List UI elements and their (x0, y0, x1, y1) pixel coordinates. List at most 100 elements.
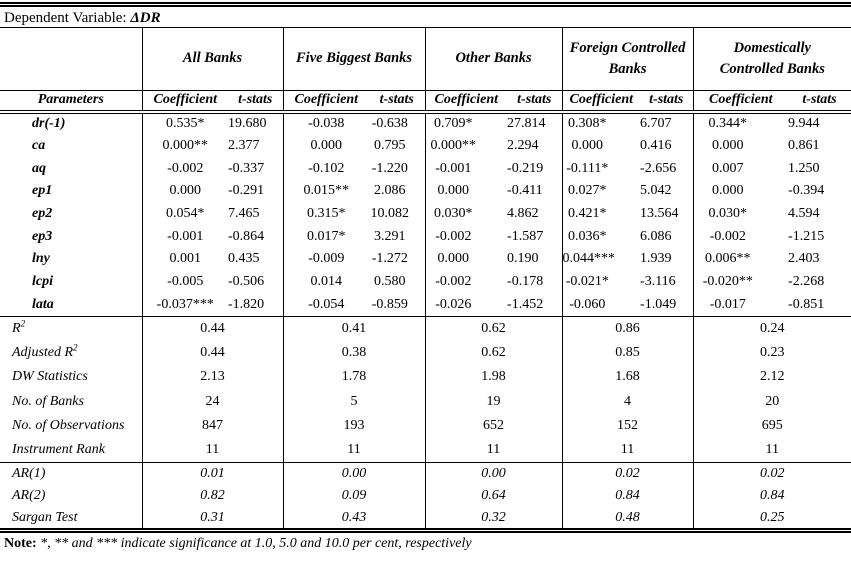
tstat-cell: -0.291 (228, 180, 284, 203)
coefficient-cell: 0.000 (437, 183, 470, 199)
coefficient-cell: -0.054 (283, 293, 370, 317)
tstat-cell: 1.250 (788, 160, 820, 176)
parameters-header: Parameters (0, 90, 143, 114)
diagnostic-value-cell: 0.25 (693, 507, 851, 533)
tstat-cell: 10.082 (369, 202, 426, 226)
coefficient-cell: 0.000 (169, 183, 202, 199)
tstat-cell: -1.272 (369, 248, 426, 271)
tstat-cell: 0.435 (228, 248, 284, 271)
parameter-label: ep1 (0, 180, 143, 203)
stat-value-cell: 11 (142, 438, 284, 464)
parameter-row: dr(-1) 0.535* 19.680 -0.038 -0.638 0.709* 27.8… (0, 112, 851, 135)
tstat-cell: 6.086 (640, 225, 694, 249)
diagnostic-label-row: Sargan Test 0.31 0.43 0.32 0.48 0.25 (0, 507, 851, 533)
tstat-cell: -3.116 (640, 270, 694, 294)
diagnostic-label: AR(2) (0, 485, 143, 508)
coefficient-cell: -0.002 (435, 228, 472, 244)
note-label: Note: (4, 535, 41, 551)
tstat-cell: -2.656 (640, 157, 694, 181)
tstat-cell: 0.580 (369, 270, 426, 294)
diagnostic-label-row: AR(1) 0.01 0.00 0.00 0.02 0.02 (0, 462, 851, 486)
dependent-variable-label: Dependent Variable: (4, 10, 131, 26)
stat-label: Instrument Rank (0, 438, 143, 464)
tstat-cell: -2.268 (788, 274, 825, 290)
coefficient-cell: -0.037*** (142, 293, 228, 317)
tstat-cell: -0.864 (228, 225, 284, 249)
tstat-cell: 7.465 (228, 202, 284, 226)
parameter-label: ep3 (0, 225, 143, 249)
stat-value-cell: 0.38 (283, 340, 426, 365)
tstat-cell: 6.707 (640, 112, 694, 135)
coefficient-cell: -0.001 (167, 228, 204, 244)
coefficient-cell: 0.014 (310, 274, 343, 290)
tstat-cell: -1.220 (369, 157, 426, 181)
stat-value-cell: 0.86 (562, 316, 694, 341)
group-header-foreign-controlled-banks: Foreign Controlled Banks (562, 28, 694, 91)
tstats-header: t-stats (640, 90, 694, 114)
stat-value-cell: 2.12 (760, 369, 785, 385)
tstat-cell: 2.377 (228, 134, 284, 158)
parameter-row: ep1 0.000 -0.291 0.015** 2.086 0.000 -0.411 0.0… (0, 180, 851, 203)
tstat-cell: -1.215 (788, 228, 825, 244)
parameter-label: ca (0, 134, 143, 158)
coefficient-cell: 0.015** (303, 183, 350, 199)
parameter-label: lcpi (0, 270, 143, 294)
stat-value-cell: 0.85 (562, 340, 694, 365)
diagnostic-value-cell: 0.02 (760, 466, 785, 482)
diagnostics-body: AR(1) 0.01 0.00 0.00 0.02 0.02 AR(2) 0.82 0.09 0.… (0, 462, 851, 533)
coefficient-cell: 0.000 (712, 138, 744, 154)
stat-value-cell: 652 (425, 413, 563, 439)
diagnostic-value-cell: 0.09 (283, 485, 426, 508)
sub-header-row: Parameters Coefficient t-stats Coefficie… (0, 90, 851, 114)
stat-value-cell: 0.24 (760, 320, 785, 336)
diagnostic-value-cell: 0.48 (562, 507, 694, 533)
tstats-header: t-stats (507, 90, 563, 114)
tstat-cell: 9.944 (788, 116, 820, 132)
coefficient-cell: 0.030* (434, 206, 473, 222)
stat-value-cell: 11 (425, 438, 563, 464)
tstats-header: t-stats (228, 90, 284, 114)
tstat-cell: 4.862 (507, 202, 563, 226)
stat-label-text: No. of Observations (12, 417, 125, 433)
coefficient-cell: -0.009 (308, 251, 345, 267)
group-header-five-biggest-banks: Five Biggest Banks (283, 28, 426, 91)
parameter-row: ep3 -0.001 -0.864 0.017* 3.291 -0.002 -1.587 0.… (0, 225, 851, 249)
stat-label: No. of Banks (0, 389, 143, 414)
coefficient-cell: -0.060 (562, 293, 641, 317)
coefficient-cell: 0.000 (571, 138, 604, 154)
stat-value-cell: 24 (142, 389, 284, 414)
tstat-cell: 4.594 (788, 206, 820, 222)
coefficient-cell: -0.002 (167, 160, 204, 176)
tstat-cell: 2.403 (788, 251, 820, 267)
stat-label-text: No. of Banks (12, 393, 84, 409)
parameter-label: lata (0, 293, 143, 317)
note-row: Note: *, ** and *** indicate significanc… (0, 533, 851, 552)
stat-value-cell: 0.44 (142, 340, 284, 365)
stat-value-cell: 11 (693, 438, 851, 464)
superscript: 2 (20, 317, 26, 328)
tstat-cell: -0.851 (788, 293, 851, 317)
group-header-all-banks: All Banks (142, 28, 284, 91)
stat-value-cell: 0.44 (142, 316, 284, 341)
coefficient-cell: 0.000** (430, 138, 477, 154)
parameter-label: lny (0, 248, 143, 271)
coefficient-cell: -0.005 (167, 274, 204, 290)
tstat-cell: -0.638 (369, 112, 426, 135)
tstat-cell: -0.337 (228, 157, 284, 181)
coefficient-cell: 0.000 (437, 251, 470, 267)
tstat-cell: 3.291 (369, 225, 426, 249)
coefficient-cell: 0.709* (434, 116, 473, 132)
coefficient-cell: -0.017 (693, 293, 789, 317)
group-header-row: All Banks Five Biggest Banks Other Banks… (0, 28, 851, 91)
coefficient-cell: -0.002 (435, 274, 472, 290)
coefficient-cell: 0.344* (708, 116, 748, 132)
parameter-row: aq -0.002 -0.337 -0.102 -1.220 -0.001 -0.219 -0… (0, 157, 851, 181)
regression-results-table: All Banks Five Biggest Banks Other Banks… (0, 28, 851, 533)
diagnostic-value-cell: 0.02 (562, 462, 694, 486)
coefficients-body: dr(-1) 0.535* 19.680 -0.038 -0.638 0.709* 27.8… (0, 112, 851, 317)
stat-value-cell: 1.78 (283, 364, 426, 390)
tstats-header: t-stats (369, 90, 426, 114)
diagnostic-label-text: AR(1) (12, 466, 46, 482)
tstat-cell: 27.814 (507, 112, 563, 135)
